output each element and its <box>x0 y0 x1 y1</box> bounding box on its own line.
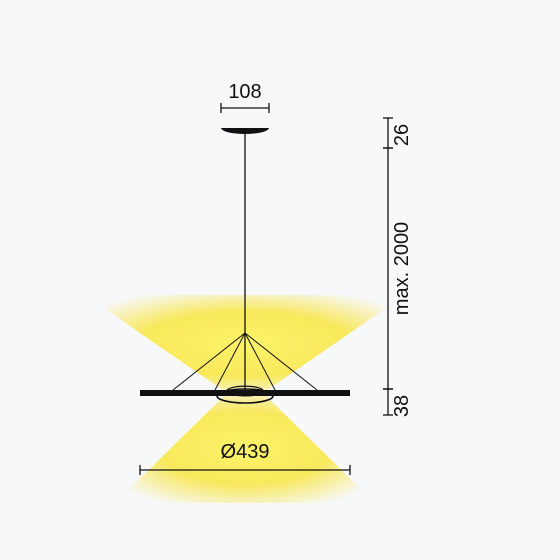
dim-cable-max: max. 2000 <box>391 222 413 315</box>
dim-lamp-height: 38 <box>391 395 413 417</box>
dim-mount-height: 26 <box>391 124 413 146</box>
fixture <box>140 122 350 403</box>
dim-lamp-diameter: Ø439 <box>221 441 270 463</box>
pendant-lamp-diagram: 108 26 max. 2000 38 Ø439 <box>0 0 560 560</box>
diagram-container: 108 26 max. 2000 38 Ø439 <box>0 0 560 560</box>
dim-mount-width: 108 <box>228 81 261 103</box>
